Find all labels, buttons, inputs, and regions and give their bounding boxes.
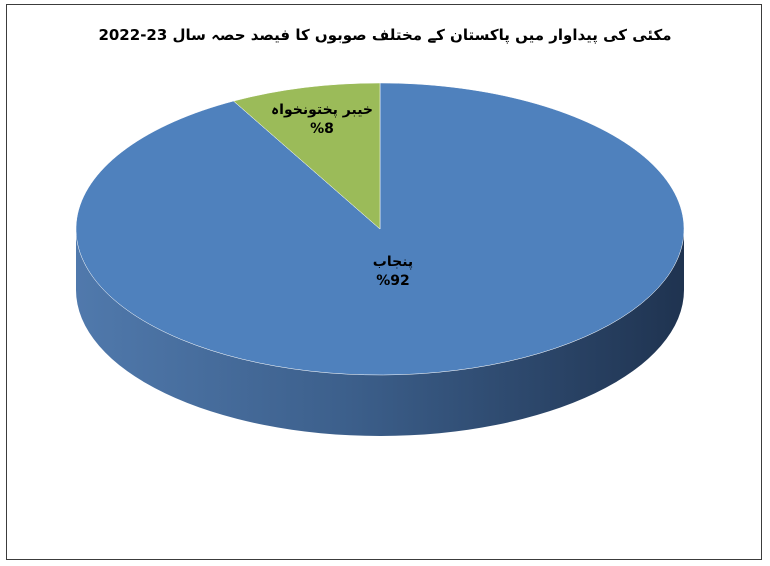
pie-side-blue (76, 229, 684, 436)
slice-label-kpk-name: خیبر پختونخواہ (271, 102, 373, 118)
slice-label-kpk-value: %8 (310, 121, 334, 137)
pie-slices (75, 82, 685, 376)
slice-label-punjab-name: پنجاب (373, 254, 413, 270)
pie-slice-kpk (233, 82, 381, 230)
slice-label-punjab-value: %92 (376, 273, 410, 289)
chart-title: مکئی کی پیداوار میں پاکستان کے مختلف صوب… (98, 26, 672, 44)
